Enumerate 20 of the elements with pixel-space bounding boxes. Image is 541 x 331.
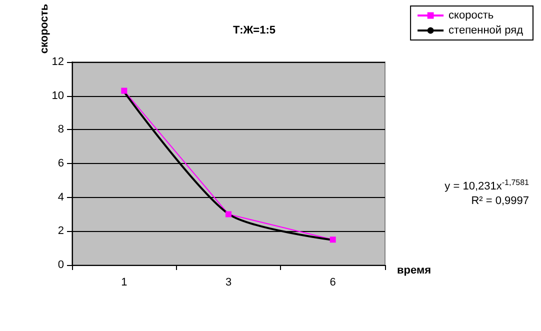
legend-label: скорость	[448, 10, 494, 22]
text: y = 10,231x$^{-1,7581}$	[444, 177, 529, 194]
x-axis-title: время	[397, 264, 432, 276]
y-tick-label: 6	[58, 158, 64, 170]
chart-title: Т:Ж=1:5	[233, 24, 276, 36]
x-tick-label: 6	[330, 276, 336, 288]
y-tick-label: 12	[52, 56, 64, 68]
y-tick-label: 2	[58, 225, 64, 238]
y-axis-title: скорость	[38, 4, 50, 54]
point	[121, 88, 128, 94]
y-tick-label: 10	[52, 90, 64, 102]
text: R² = 0,9997	[470, 194, 529, 208]
y-tick-label: 8	[58, 124, 64, 136]
x-tick-label: 3	[225, 276, 232, 288]
legend-label: степенной ряд	[448, 24, 524, 36]
point	[226, 211, 232, 218]
y-tick-label: 4	[58, 191, 64, 204]
y-tick-label: 0	[58, 259, 64, 271]
point	[330, 236, 336, 243]
x-tick-label: 1	[121, 276, 128, 288]
